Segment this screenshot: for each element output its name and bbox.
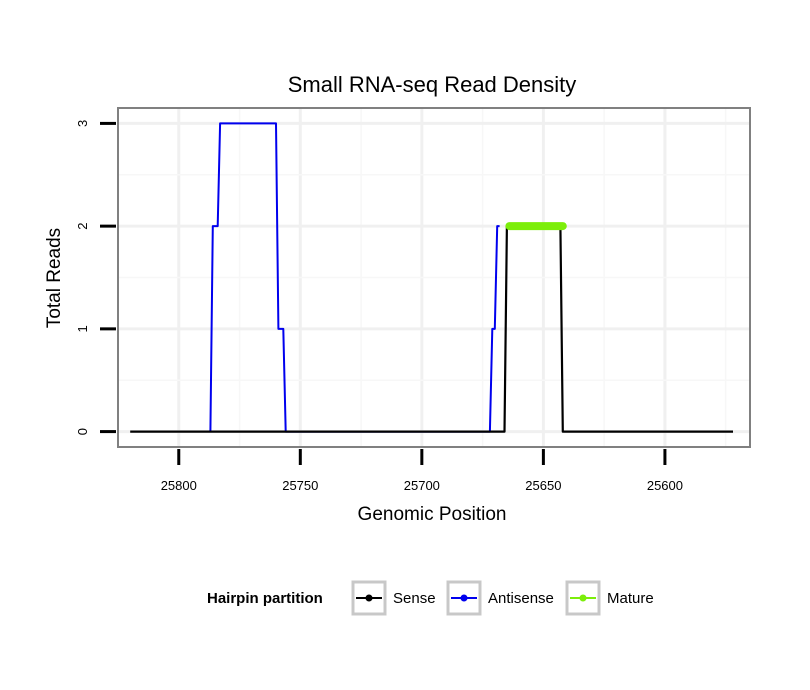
- y-tick-label: 2: [75, 223, 90, 230]
- x-tick-label: 25650: [525, 478, 561, 493]
- legend-swatch-dot-mature: [579, 594, 587, 602]
- x-tick-label: 25750: [282, 478, 318, 493]
- x-tick-label: 25800: [161, 478, 197, 493]
- series-layer: [130, 122, 733, 433]
- legend-item-mature: Mature: [565, 580, 654, 616]
- y-axis: 0 1 2 3: [75, 120, 116, 435]
- legend-swatch-dot-sense: [365, 594, 373, 602]
- x-tick-label: 25600: [647, 478, 683, 493]
- x-axis: 25800 25750 25700 25650 25600: [161, 449, 683, 493]
- x-axis-title: Genomic Position: [358, 504, 507, 525]
- legend-label-sense: Sense: [393, 590, 436, 607]
- x-tick-label: 25700: [404, 478, 440, 493]
- legend-item-sense: Sense: [351, 580, 436, 616]
- legend: Hairpin partition Sense Antisense Mature: [207, 580, 654, 616]
- y-axis-title: Total Reads: [44, 228, 65, 328]
- y-tick-label: 3: [75, 120, 90, 127]
- legend-label-mature: Mature: [607, 590, 654, 607]
- legend-item-antisense: Antisense: [446, 580, 554, 616]
- legend-swatch-dot-antisense: [460, 594, 468, 602]
- plot-border: [117, 107, 751, 448]
- chart-title: Small RNA-seq Read Density: [288, 72, 577, 97]
- legend-title: Hairpin partition: [207, 590, 323, 607]
- series-line-antisense: [209, 122, 500, 433]
- legend-label-antisense: Antisense: [488, 590, 554, 607]
- y-tick-label: 0: [75, 428, 90, 435]
- y-tick-label: 1: [75, 325, 90, 332]
